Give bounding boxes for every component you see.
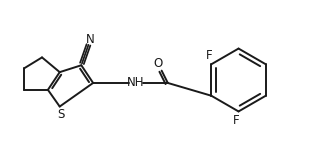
Text: N: N: [86, 33, 95, 46]
Text: F: F: [206, 49, 213, 62]
Text: O: O: [153, 57, 163, 70]
Text: S: S: [57, 108, 64, 121]
Text: F: F: [233, 114, 240, 127]
Text: NH: NH: [127, 76, 144, 89]
